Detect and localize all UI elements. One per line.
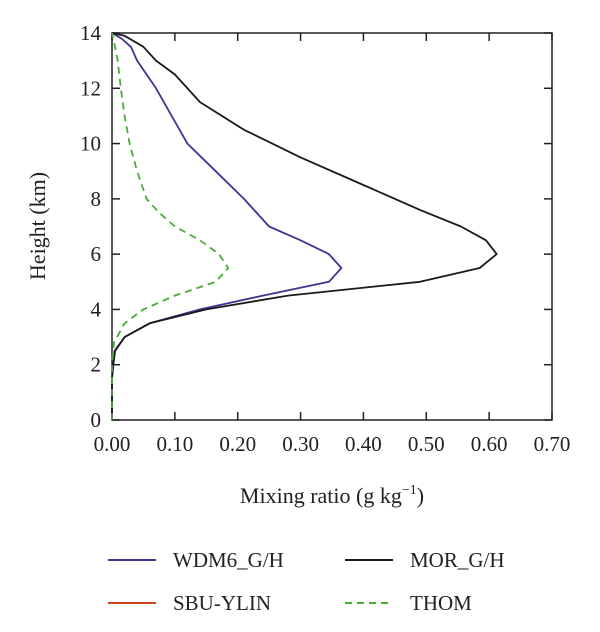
series-line-mor-g-h [111, 32, 498, 420]
series-line-wdm6-g-h [111, 32, 343, 420]
x-tick-label: 0.30 [282, 432, 319, 456]
y-tick-label: 14 [80, 21, 102, 45]
x-tick-label: 0.00 [94, 432, 131, 456]
legend-label-thom: THOM [410, 591, 472, 615]
y-axis: 0 2 4 6 8 10 12 14 [80, 21, 552, 432]
y-axis-title: Height (km) [25, 172, 50, 280]
x-axis-title-superscript: −1 [402, 483, 417, 498]
x-axis-title: Mixing ratio (g kg−1) [240, 483, 424, 508]
x-axis-title-close: ) [417, 483, 424, 508]
legend: WDM6_G/H MOR_G/H SBU-YLIN THOM [108, 548, 505, 615]
x-axis-title-main: Mixing ratio (g kg [240, 483, 402, 508]
y-tick-label: 8 [91, 187, 102, 211]
series-line-thom [111, 32, 230, 420]
x-axis: 0.00 0.10 0.20 0.30 0.40 0.50 0.60 0.70 [94, 33, 571, 456]
x-tick-label: 0.40 [345, 432, 382, 456]
x-tick-label: 0.60 [471, 432, 508, 456]
plot-frame [111, 32, 553, 421]
x-tick-label: 0.10 [156, 432, 193, 456]
legend-label-mor-g-h: MOR_G/H [410, 548, 505, 572]
x-tick-label: 0.50 [408, 432, 445, 456]
series-lines [111, 32, 498, 420]
y-tick-label: 2 [91, 353, 102, 377]
y-tick-label: 4 [91, 297, 102, 321]
y-tick-label: 12 [80, 76, 101, 100]
x-tick-label: 0.20 [219, 432, 256, 456]
x-tick-label: 0.70 [534, 432, 571, 456]
legend-label-sbu-ylin: SBU-YLIN [173, 591, 271, 615]
legend-label-wdm6-g-h: WDM6_G/H [173, 548, 284, 572]
y-tick-label: 6 [91, 242, 102, 266]
y-tick-label: 10 [80, 132, 101, 156]
y-tick-label: 0 [91, 408, 102, 432]
